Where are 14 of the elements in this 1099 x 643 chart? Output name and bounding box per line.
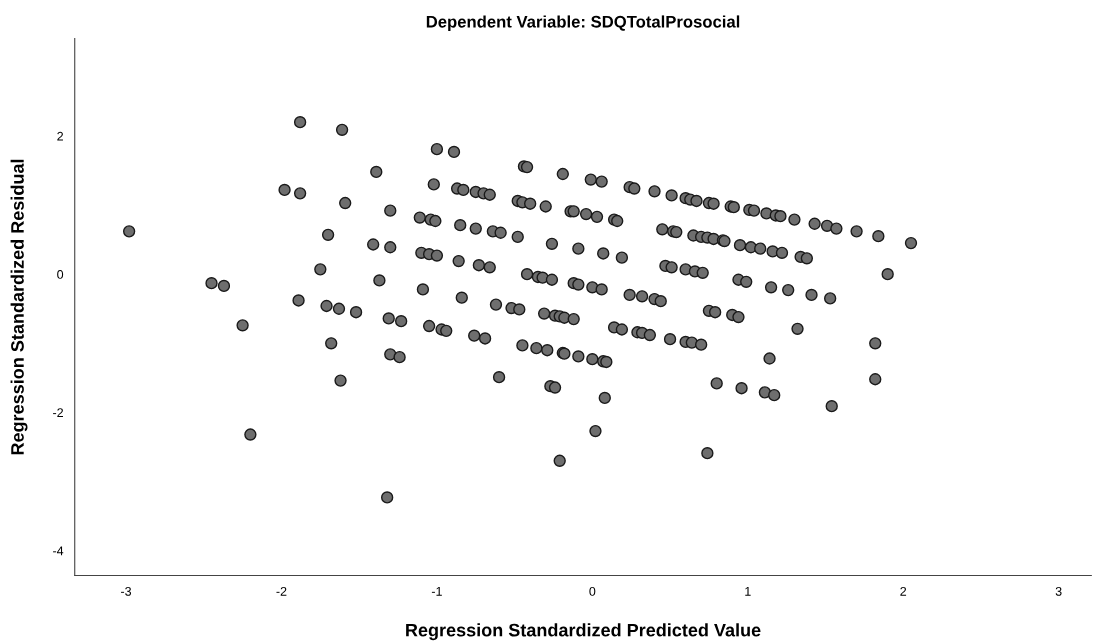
y-tick-label: 2	[57, 131, 63, 141]
y-tick-label: 0	[57, 270, 64, 279]
x-tick-label: 2	[900, 586, 907, 596]
x-tick-label: -2	[276, 586, 287, 596]
y-tick-label: -4	[53, 546, 64, 556]
x-axis-title: Regression Standardized Predicted Value	[406, 623, 761, 641]
x-tick-label: 3	[1055, 586, 1062, 596]
x-tick-label: 0	[589, 586, 596, 596]
y-tick-label: -2	[53, 408, 63, 417]
y-axis-title: Regression Standardized Residual	[10, 159, 28, 455]
x-tick-label: 1	[745, 587, 751, 596]
x-tick-label: -3	[121, 586, 132, 596]
x-tick-label: -1	[431, 587, 442, 596]
chart-title: Dependent Variable: SDQTotalProsocial	[426, 15, 740, 31]
